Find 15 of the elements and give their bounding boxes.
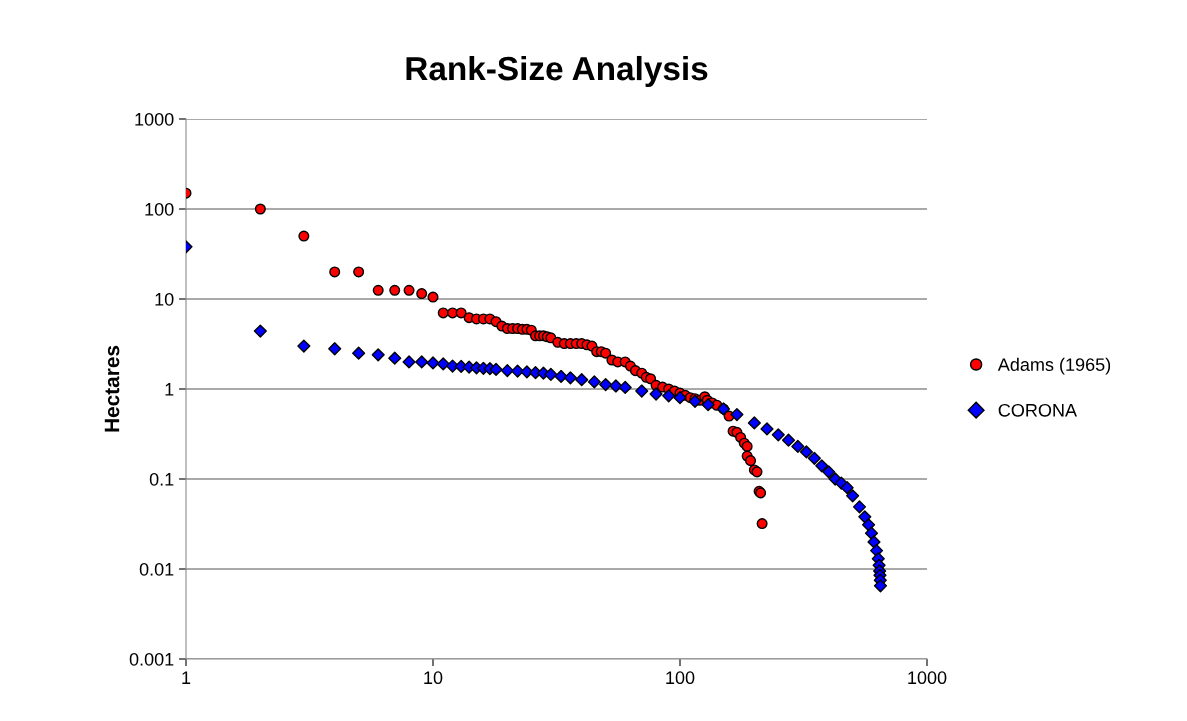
y-axis-title: Hectares [104,345,120,432]
y-tick-label: 1 [165,383,174,396]
y-tick-label: 0.1 [149,472,174,486]
x-tick-label: 1 [182,671,191,684]
y-tick-label: 0.001 [129,652,174,666]
x-tick-label: 10 [424,671,443,685]
y-tick-label: 1000 [135,112,174,126]
y-tick-label: 0.01 [139,562,174,576]
x-tick-label: 1000 [908,671,947,685]
legend-label: Adams (1965) [997,357,1111,375]
legend-label: CORONA [998,403,1078,417]
x-tick-label: 100 [666,671,695,685]
y-tick-label: 100 [145,202,174,216]
chart-title: Rank-Size Analysis [406,55,708,88]
y-tick-label: 10 [155,292,174,306]
